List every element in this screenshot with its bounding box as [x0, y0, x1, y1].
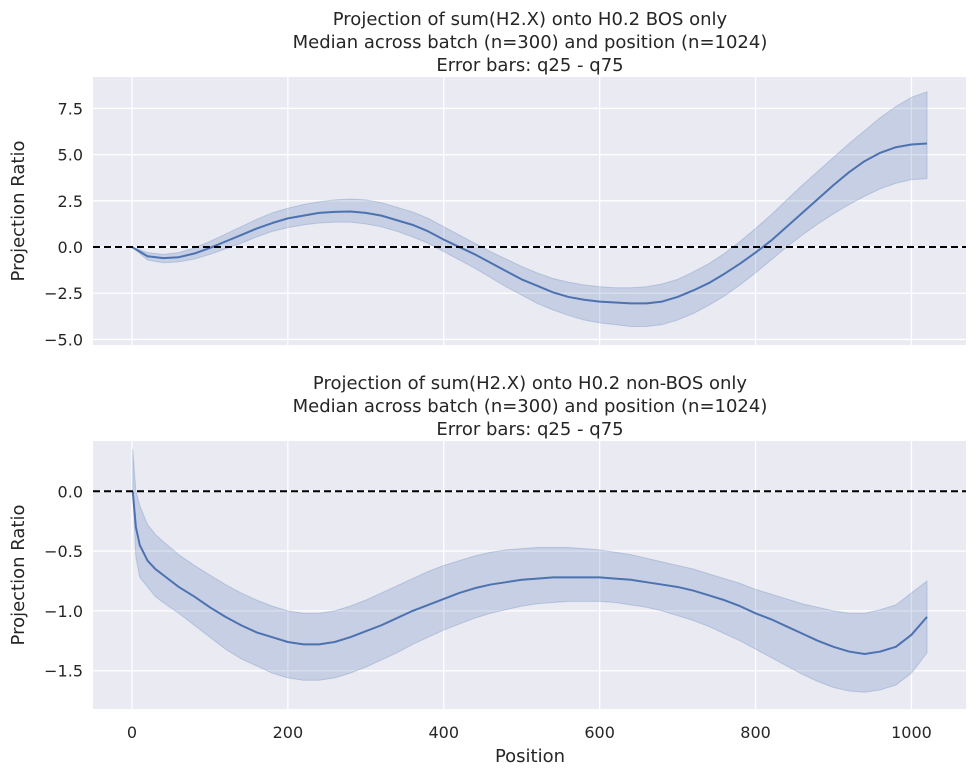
chart-bottom-title-line-2: Median across batch (n=300) and position…: [293, 396, 768, 417]
chart-bottom-y-axis-label: Projection Ratio: [8, 505, 29, 646]
chart-bottom-x-tick-label: 800: [740, 723, 771, 742]
chart-bottom-x-tick-label: 400: [428, 723, 459, 742]
chart-bottom-y-tick-label: 0.0: [58, 482, 83, 501]
chart-bottom: Projection of sum(H2.X) onto H0.2 non-BO…: [8, 373, 966, 767]
chart-top-iqr-band: [131, 91, 928, 328]
chart-bottom-y-tick-labels: −1.5 −1.0 −0.5 0.0: [44, 482, 83, 680]
chart-bottom-x-tick-label: 200: [273, 723, 304, 742]
chart-top-title-line-3: Error bars: q25 - q75: [436, 55, 623, 76]
chart-top-y-tick-label: 0.0: [58, 238, 83, 257]
chart-bottom-y-tick-label: −1.5: [44, 662, 83, 681]
chart-top-title-line-2: Median across batch (n=300) and position…: [293, 32, 768, 53]
chart-top-y-tick-label: 2.5: [58, 192, 83, 211]
chart-top-median-line: [131, 142, 928, 305]
chart-bottom-title-line-1: Projection of sum(H2.X) onto H0.2 non-BO…: [313, 373, 747, 394]
chart-top-y-tick-label: −5.0: [44, 330, 83, 349]
chart-top-y-tick-label: −2.5: [44, 284, 83, 303]
chart-bottom-x-tick-label: 600: [584, 723, 615, 742]
chart-top-y-tick-labels: −5.0 −2.5 0.0 2.5 5.0 7.5: [44, 99, 83, 349]
chart-top-y-tick-label: 7.5: [58, 99, 83, 118]
chart-bottom-x-axis-label: Position: [495, 746, 565, 767]
chart-bottom-x-tick-labels: 0 200 400 600 800 1000: [127, 723, 932, 742]
chart-top-title-line-1: Projection of sum(H2.X) onto H0.2 BOS on…: [333, 9, 728, 30]
chart-top: Projection of sum(H2.X) onto H0.2 BOS on…: [8, 9, 966, 349]
chart-bottom-plot-area: [93, 441, 966, 709]
chart-bottom-y-tick-label: −1.0: [44, 602, 83, 621]
chart-top-gridlines: [93, 77, 966, 345]
chart-bottom-median-line: [131, 491, 928, 655]
chart-bottom-y-tick-label: −0.5: [44, 542, 83, 561]
chart-bottom-x-tick-label: 1000: [891, 723, 932, 742]
chart-top-plot-area: [93, 77, 966, 345]
chart-top-y-axis-label: Projection Ratio: [8, 141, 29, 282]
chart-bottom-iqr-band: [132, 449, 928, 693]
chart-bottom-title-line-3: Error bars: q25 - q75: [436, 419, 623, 440]
chart-bottom-x-tick-label: 0: [127, 723, 137, 742]
chart-top-y-tick-label: 5.0: [58, 146, 83, 165]
